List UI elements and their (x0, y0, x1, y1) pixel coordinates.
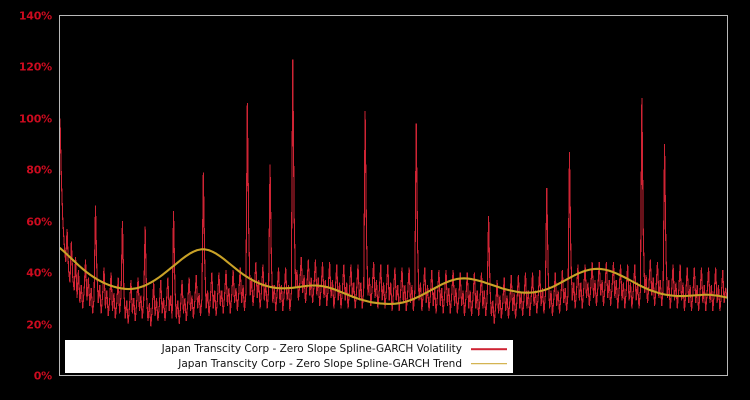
legend: Japan Transcity Corp - Zero Slope Spline… (65, 340, 513, 373)
y-axis-tick-label: 0% (33, 369, 52, 383)
y-axis-tick-label: 80% (26, 163, 52, 177)
legend-label-trend: Japan Transcity Corp - Zero Slope Spline… (178, 357, 462, 370)
y-axis-tick-label: 60% (26, 215, 52, 228)
plot-area (59, 15, 728, 376)
legend-item-trend: Japan Transcity Corp - Zero Slope Spline… (66, 357, 512, 372)
trend-series (60, 247, 727, 306)
y-axis: 140% 120% 100% 80% 60% 40% 20% 0% (0, 0, 56, 400)
y-axis-tick-label: 40% (26, 266, 52, 280)
legend-swatch-trend (471, 359, 507, 369)
legend-swatch-volatility (471, 344, 507, 354)
legend-item-volatility: Japan Transcity Corp - Zero Slope Spline… (66, 342, 512, 357)
y-axis-tick-label: 120% (18, 60, 52, 74)
y-axis-tick-label: 20% (26, 318, 52, 331)
legend-label-volatility: Japan Transcity Corp - Zero Slope Spline… (161, 343, 462, 356)
series-canvas (60, 59, 727, 327)
y-axis-tick-label: 140% (18, 9, 52, 22)
y-axis-tick-label: 100% (18, 112, 52, 125)
volatility-series (60, 59, 727, 327)
